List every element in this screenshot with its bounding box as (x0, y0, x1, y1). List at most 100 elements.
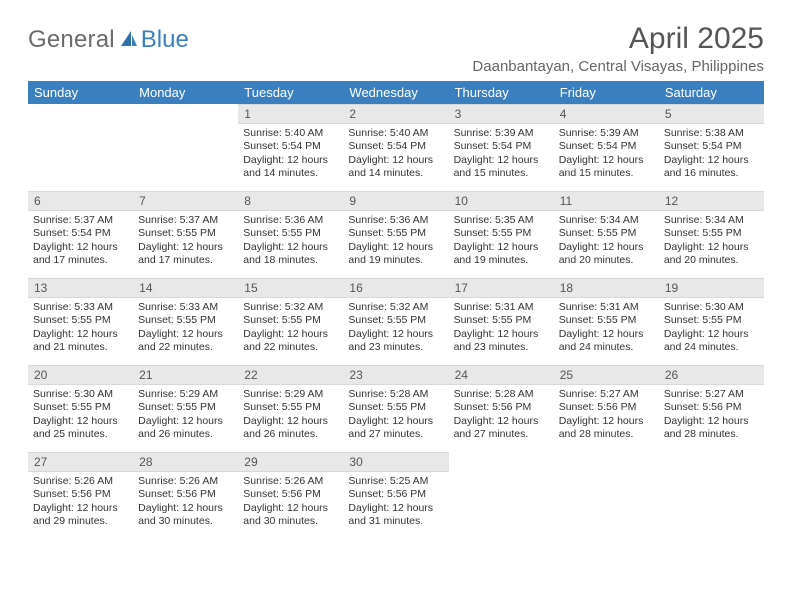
day-number: 12 (659, 191, 764, 211)
sunrise-line: Sunrise: 5:39 AM (454, 127, 549, 140)
calendar-cell: 21Sunrise: 5:29 AMSunset: 5:55 PMDayligh… (133, 365, 238, 452)
calendar-cell: 9Sunrise: 5:36 AMSunset: 5:55 PMDaylight… (343, 191, 448, 278)
day-data: Sunrise: 5:32 AMSunset: 5:55 PMDaylight:… (238, 298, 343, 359)
daylight-line: Daylight: 12 hours and 15 minutes. (454, 154, 549, 181)
daylight-line: Daylight: 12 hours and 30 minutes. (243, 502, 338, 529)
day-number: 8 (238, 191, 343, 211)
daylight-line: Daylight: 12 hours and 17 minutes. (33, 241, 128, 268)
sunrise-line: Sunrise: 5:26 AM (243, 475, 338, 488)
calendar-cell: 12Sunrise: 5:34 AMSunset: 5:55 PMDayligh… (659, 191, 764, 278)
calendar-week: 1Sunrise: 5:40 AMSunset: 5:54 PMDaylight… (28, 104, 764, 191)
calendar-cell: 23Sunrise: 5:28 AMSunset: 5:55 PMDayligh… (343, 365, 448, 452)
day-number: 30 (343, 452, 448, 472)
logo: General Blue (28, 22, 189, 54)
calendar-cell: 8Sunrise: 5:36 AMSunset: 5:55 PMDaylight… (238, 191, 343, 278)
calendar-week: 20Sunrise: 5:30 AMSunset: 5:55 PMDayligh… (28, 365, 764, 452)
sunrise-line: Sunrise: 5:32 AM (243, 301, 338, 314)
day-number: 13 (28, 278, 133, 298)
calendar-cell: 16Sunrise: 5:32 AMSunset: 5:55 PMDayligh… (343, 278, 448, 365)
calendar-cell: 22Sunrise: 5:29 AMSunset: 5:55 PMDayligh… (238, 365, 343, 452)
daylight-line: Daylight: 12 hours and 14 minutes. (348, 154, 443, 181)
sunrise-line: Sunrise: 5:37 AM (33, 214, 128, 227)
sunset-line: Sunset: 5:55 PM (138, 401, 233, 414)
daylight-line: Daylight: 12 hours and 19 minutes. (348, 241, 443, 268)
day-number: 29 (238, 452, 343, 472)
calendar-cell: 26Sunrise: 5:27 AMSunset: 5:56 PMDayligh… (659, 365, 764, 452)
daylight-line: Daylight: 12 hours and 22 minutes. (138, 328, 233, 355)
day-data: Sunrise: 5:33 AMSunset: 5:55 PMDaylight:… (133, 298, 238, 359)
day-data: Sunrise: 5:38 AMSunset: 5:54 PMDaylight:… (659, 124, 764, 185)
day-number: 15 (238, 278, 343, 298)
sunrise-line: Sunrise: 5:40 AM (348, 127, 443, 140)
sunset-line: Sunset: 5:54 PM (243, 140, 338, 153)
daylight-line: Daylight: 12 hours and 14 minutes. (243, 154, 338, 181)
sunrise-line: Sunrise: 5:33 AM (33, 301, 128, 314)
sunset-line: Sunset: 5:55 PM (559, 314, 654, 327)
day-number: 24 (449, 365, 554, 385)
day-number: 28 (133, 452, 238, 472)
sunrise-line: Sunrise: 5:31 AM (559, 301, 654, 314)
calendar-cell (659, 452, 764, 539)
day-number: 23 (343, 365, 448, 385)
sunset-line: Sunset: 5:55 PM (454, 314, 549, 327)
sunrise-line: Sunrise: 5:27 AM (664, 388, 759, 401)
calendar-cell: 28Sunrise: 5:26 AMSunset: 5:56 PMDayligh… (133, 452, 238, 539)
sunrise-line: Sunrise: 5:29 AM (243, 388, 338, 401)
sunset-line: Sunset: 5:55 PM (138, 227, 233, 240)
daylight-line: Daylight: 12 hours and 23 minutes. (348, 328, 443, 355)
daylight-line: Daylight: 12 hours and 24 minutes. (559, 328, 654, 355)
calendar-cell: 2Sunrise: 5:40 AMSunset: 5:54 PMDaylight… (343, 104, 448, 191)
sunset-line: Sunset: 5:54 PM (664, 140, 759, 153)
day-number: 1 (238, 104, 343, 124)
sunset-line: Sunset: 5:55 PM (348, 401, 443, 414)
sunset-line: Sunset: 5:55 PM (348, 314, 443, 327)
sunset-line: Sunset: 5:55 PM (243, 314, 338, 327)
calendar-cell (133, 104, 238, 191)
calendar-cell: 17Sunrise: 5:31 AMSunset: 5:55 PMDayligh… (449, 278, 554, 365)
day-header: Sunday (28, 81, 133, 104)
day-number: 17 (449, 278, 554, 298)
sunset-line: Sunset: 5:56 PM (138, 488, 233, 501)
sunset-line: Sunset: 5:55 PM (33, 401, 128, 414)
day-number: 4 (554, 104, 659, 124)
day-number: 3 (449, 104, 554, 124)
sunrise-line: Sunrise: 5:28 AM (454, 388, 549, 401)
calendar-cell: 19Sunrise: 5:30 AMSunset: 5:55 PMDayligh… (659, 278, 764, 365)
sunrise-line: Sunrise: 5:34 AM (664, 214, 759, 227)
sunrise-line: Sunrise: 5:30 AM (33, 388, 128, 401)
sunset-line: Sunset: 5:56 PM (33, 488, 128, 501)
logo-sail-icon (119, 29, 139, 54)
day-data: Sunrise: 5:28 AMSunset: 5:55 PMDaylight:… (343, 385, 448, 446)
calendar-cell: 27Sunrise: 5:26 AMSunset: 5:56 PMDayligh… (28, 452, 133, 539)
sunset-line: Sunset: 5:55 PM (243, 401, 338, 414)
day-data: Sunrise: 5:30 AMSunset: 5:55 PMDaylight:… (28, 385, 133, 446)
day-number: 5 (659, 104, 764, 124)
daylight-line: Daylight: 12 hours and 17 minutes. (138, 241, 233, 268)
day-header: Friday (554, 81, 659, 104)
calendar-cell (449, 452, 554, 539)
sunset-line: Sunset: 5:56 PM (454, 401, 549, 414)
sunrise-line: Sunrise: 5:31 AM (454, 301, 549, 314)
day-number: 27 (28, 452, 133, 472)
day-data: Sunrise: 5:35 AMSunset: 5:55 PMDaylight:… (449, 211, 554, 272)
day-data: Sunrise: 5:37 AMSunset: 5:55 PMDaylight:… (133, 211, 238, 272)
calendar-cell: 6Sunrise: 5:37 AMSunset: 5:54 PMDaylight… (28, 191, 133, 278)
calendar-cell: 13Sunrise: 5:33 AMSunset: 5:55 PMDayligh… (28, 278, 133, 365)
day-number: 9 (343, 191, 448, 211)
sunrise-line: Sunrise: 5:36 AM (348, 214, 443, 227)
calendar-cell: 15Sunrise: 5:32 AMSunset: 5:55 PMDayligh… (238, 278, 343, 365)
calendar-cell (554, 452, 659, 539)
day-data: Sunrise: 5:27 AMSunset: 5:56 PMDaylight:… (659, 385, 764, 446)
calendar-cell: 14Sunrise: 5:33 AMSunset: 5:55 PMDayligh… (133, 278, 238, 365)
day-header: Wednesday (343, 81, 448, 104)
sunset-line: Sunset: 5:55 PM (664, 314, 759, 327)
day-number: 2 (343, 104, 448, 124)
daylight-line: Daylight: 12 hours and 20 minutes. (664, 241, 759, 268)
calendar-cell: 1Sunrise: 5:40 AMSunset: 5:54 PMDaylight… (238, 104, 343, 191)
day-data: Sunrise: 5:31 AMSunset: 5:55 PMDaylight:… (554, 298, 659, 359)
location-subtitle: Daanbantayan, Central Visayas, Philippin… (472, 58, 764, 75)
daylight-line: Daylight: 12 hours and 25 minutes. (33, 415, 128, 442)
calendar-body: 1Sunrise: 5:40 AMSunset: 5:54 PMDaylight… (28, 104, 764, 539)
sunset-line: Sunset: 5:56 PM (243, 488, 338, 501)
day-data: Sunrise: 5:31 AMSunset: 5:55 PMDaylight:… (449, 298, 554, 359)
